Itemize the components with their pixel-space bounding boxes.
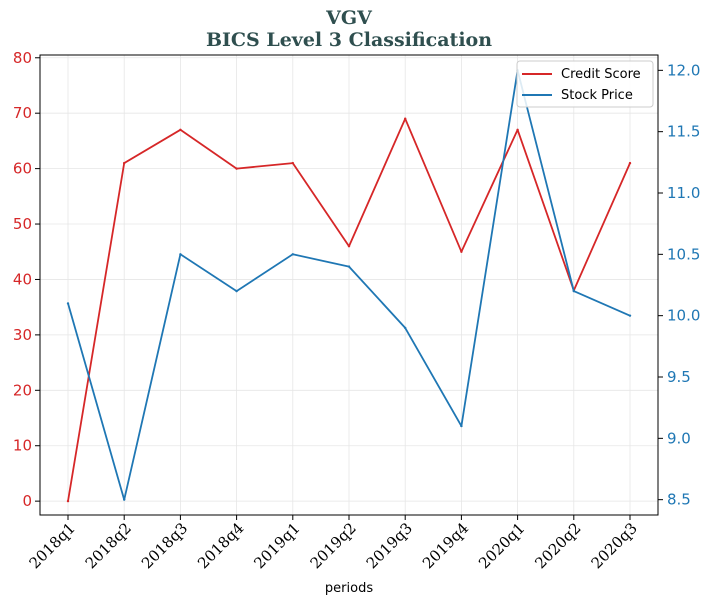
left-tick-label: 80 [13,49,32,67]
legend-label-credit-score: Credit Score [561,67,641,82]
data-point-credit-score [291,161,294,165]
data-point-credit-score [123,161,126,165]
left-tick-label: 50 [13,215,32,233]
data-point-stock-price [572,289,575,293]
x-tick-label: 2018q3 [138,519,191,572]
data-point-credit-score [179,128,182,132]
data-point-stock-price [347,265,351,268]
left-tick-label: 60 [13,160,32,178]
left-tick-label: 40 [13,270,32,288]
data-point-stock-price [123,498,126,501]
data-point-stock-price [66,302,70,305]
right-tick-label: 10.0 [667,307,700,325]
x-tick-label: 2020q2 [531,519,584,572]
data-point-stock-price [179,253,182,256]
x-tick-label: 2019q4 [419,519,472,572]
data-point-credit-score [347,245,351,248]
left-tick-label: 70 [13,104,32,122]
right-tick-label: 11.5 [667,123,700,141]
right-axis: 8.5 9.0 9.5 10.0 10.5 11.0 11.5 12.0 [658,61,700,509]
x-tick-label: 2019q1 [250,519,303,572]
left-tick-label: 0 [22,492,32,510]
data-point-stock-price [628,314,632,317]
legend-label-stock-price: Stock Price [561,88,633,103]
x-tick-label: 2019q3 [363,519,416,572]
x-tick-label: 2020q3 [588,519,641,572]
series-layer [66,69,632,503]
right-tick-label: 9.5 [667,368,691,386]
right-tick-label: 12.0 [667,61,700,79]
data-point-stock-price [460,424,463,428]
data-point-stock-price [291,253,294,256]
data-point-credit-score [235,167,238,170]
x-tick-label: 2018q2 [82,519,135,572]
grid-lines [40,55,658,515]
x-axis: 2018q1 2018q2 2018q3 2018q4 2019q1 2019q2 2019… [26,515,641,572]
x-axis-label: periods [325,581,373,596]
right-tick-label: 11.0 [667,184,700,202]
x-tick-label: 2020q1 [475,519,528,572]
x-tick-label: 2018q4 [194,519,247,572]
chart-subtitle: BICS Level 3 Classification [206,29,492,51]
data-point-credit-score [460,250,463,253]
left-axis: 0 10 20 30 40 50 60 70 80 [13,49,40,510]
x-tick-label: 2019q2 [307,519,360,572]
data-point-credit-score [404,117,407,120]
right-tick-label: 9.0 [667,429,691,447]
data-point-stock-price [235,289,238,293]
right-tick-label: 8.5 [667,491,691,509]
data-point-stock-price [404,326,407,330]
data-point-credit-score [628,161,632,165]
left-tick-label: 10 [13,437,32,455]
legend: Credit Score Stock Price [516,60,654,108]
chart-title: VGV [325,7,373,29]
x-tick-label: 2018q1 [26,519,79,572]
left-tick-label: 30 [13,326,32,344]
left-tick-label: 20 [13,381,32,399]
data-point-credit-score [516,128,519,132]
right-tick-label: 10.5 [667,245,700,263]
data-point-credit-score [66,499,70,503]
